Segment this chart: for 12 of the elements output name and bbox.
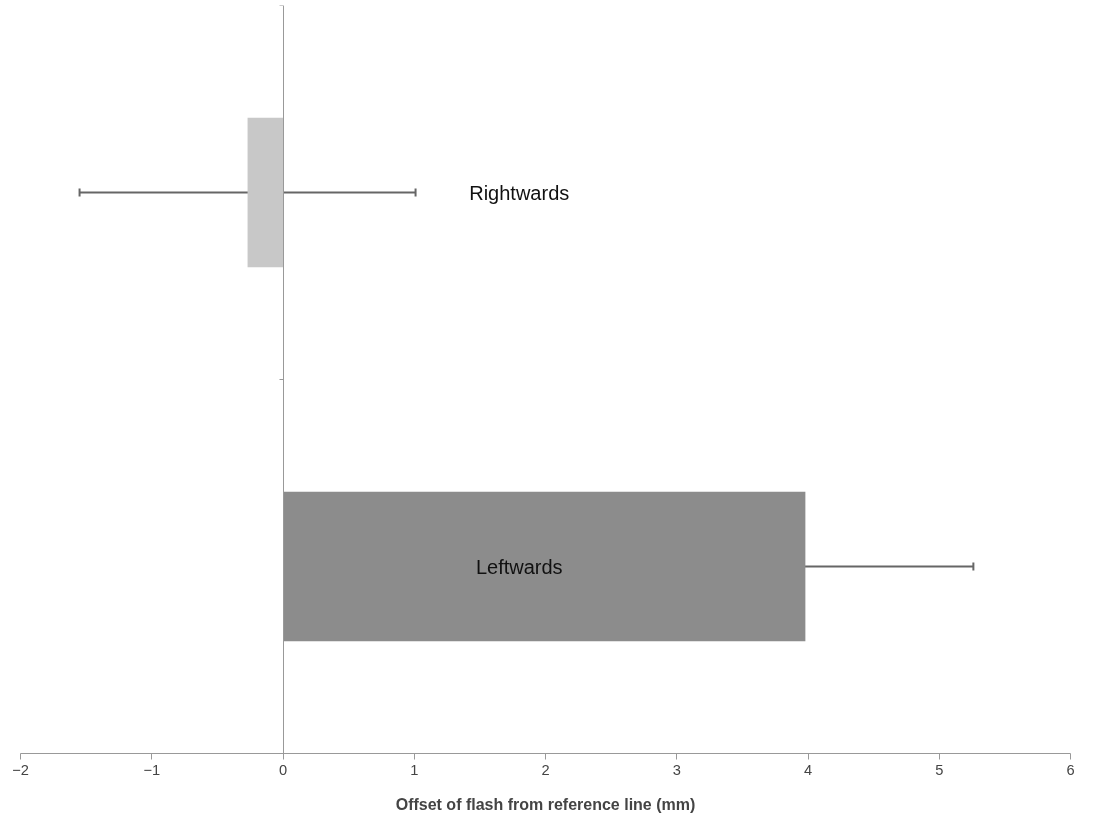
y-tick-label: Rightwards (469, 181, 570, 204)
x-axis-title: Offset of flash from reference line (mm) (395, 795, 696, 813)
x-tick-label: 2 (541, 761, 550, 778)
x-tick-label: −1 (143, 761, 161, 778)
x-tick-label: 1 (410, 761, 419, 778)
x-tick-label: 3 (672, 761, 681, 778)
x-tick-label: 0 (278, 761, 288, 778)
x-tick-label: 6 (1066, 761, 1075, 778)
y-tick-label: Leftwards (475, 555, 563, 578)
x-tick-label: 5 (935, 761, 944, 778)
x-tick-label: −2 (12, 761, 29, 778)
x-tick-label: 4 (803, 761, 813, 778)
